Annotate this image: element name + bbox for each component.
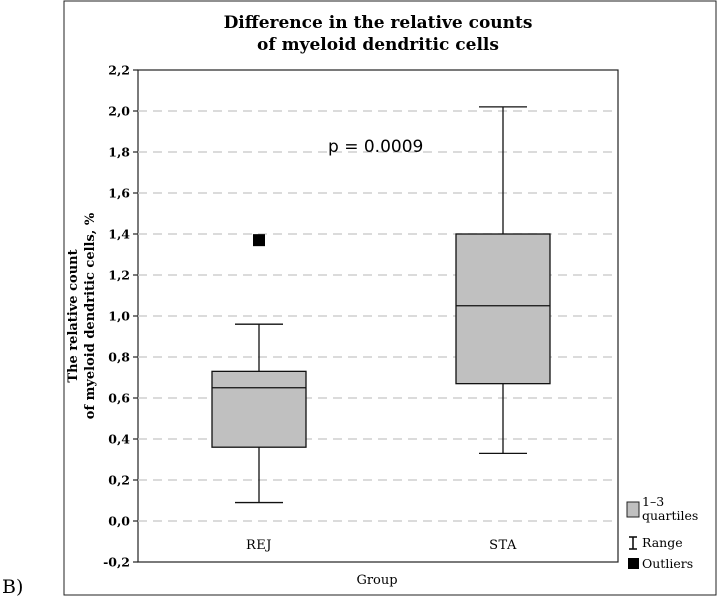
- y-tick-label: 0,2: [108, 473, 130, 488]
- y-tick-label: 0,6: [108, 391, 130, 406]
- legend-label-quartiles-line-2: quartiles: [642, 508, 698, 523]
- chart-title-line-2: of myeloid dendritic cells: [257, 35, 499, 55]
- y-tick-label: 0,8: [108, 350, 130, 365]
- y-tick-label: 1,6: [108, 186, 130, 201]
- x-tick-label-rej: REJ: [246, 538, 272, 553]
- y-tick-label: 0,4: [108, 432, 130, 447]
- y-tick-label: 2,2: [108, 63, 130, 78]
- y-tick-label: 2,0: [108, 104, 130, 119]
- y-axis-ticks: -0,2 0,0 0,2 0,4 0,6 0,8 1,0 1,2 1,4 1,6 1,8 2,0 2,2: [103, 63, 138, 570]
- y-tick-label: 1,2: [108, 268, 130, 283]
- y-tick-label: 1,0: [108, 309, 130, 324]
- legend-label-outliers: Outliers: [642, 556, 693, 571]
- x-axis-label: Group: [356, 573, 397, 588]
- y-axis-label-line-2: of myeloid dendritic cells, %: [83, 212, 98, 419]
- y-tick-label: -0,2: [103, 555, 130, 570]
- box-rej: [211, 234, 307, 504]
- outlier-square-icon: [628, 558, 639, 569]
- p-value-annotation: p = 0.0009: [328, 137, 423, 157]
- quartile-box: [211, 370, 307, 448]
- x-tick-label-sta: STA: [489, 538, 517, 553]
- chart-title-line-1: Difference in the relative counts: [224, 13, 533, 33]
- outlier-point: [253, 234, 265, 247]
- y-tick-label: 1,8: [108, 145, 130, 160]
- panel-label: B): [2, 576, 23, 598]
- quartile-box: [455, 233, 551, 385]
- y-axis-label-line-1: The relative count: [66, 249, 81, 382]
- box-sta: [455, 106, 551, 455]
- figure-frame: [63, 0, 717, 596]
- legend: 1–3 quartiles Range Outliers: [626, 494, 698, 571]
- y-tick-label: 1,4: [108, 227, 130, 242]
- y-tick-label: 0,0: [108, 514, 130, 529]
- range-whisker-icon: [629, 536, 637, 550]
- box-series: [211, 106, 551, 504]
- filled-box-icon: [626, 501, 640, 518]
- y-axis-label: The relative count of myeloid dendritic …: [66, 212, 98, 419]
- legend-label-range: Range: [642, 535, 683, 550]
- legend-label-quartiles-line-1: 1–3: [642, 494, 664, 509]
